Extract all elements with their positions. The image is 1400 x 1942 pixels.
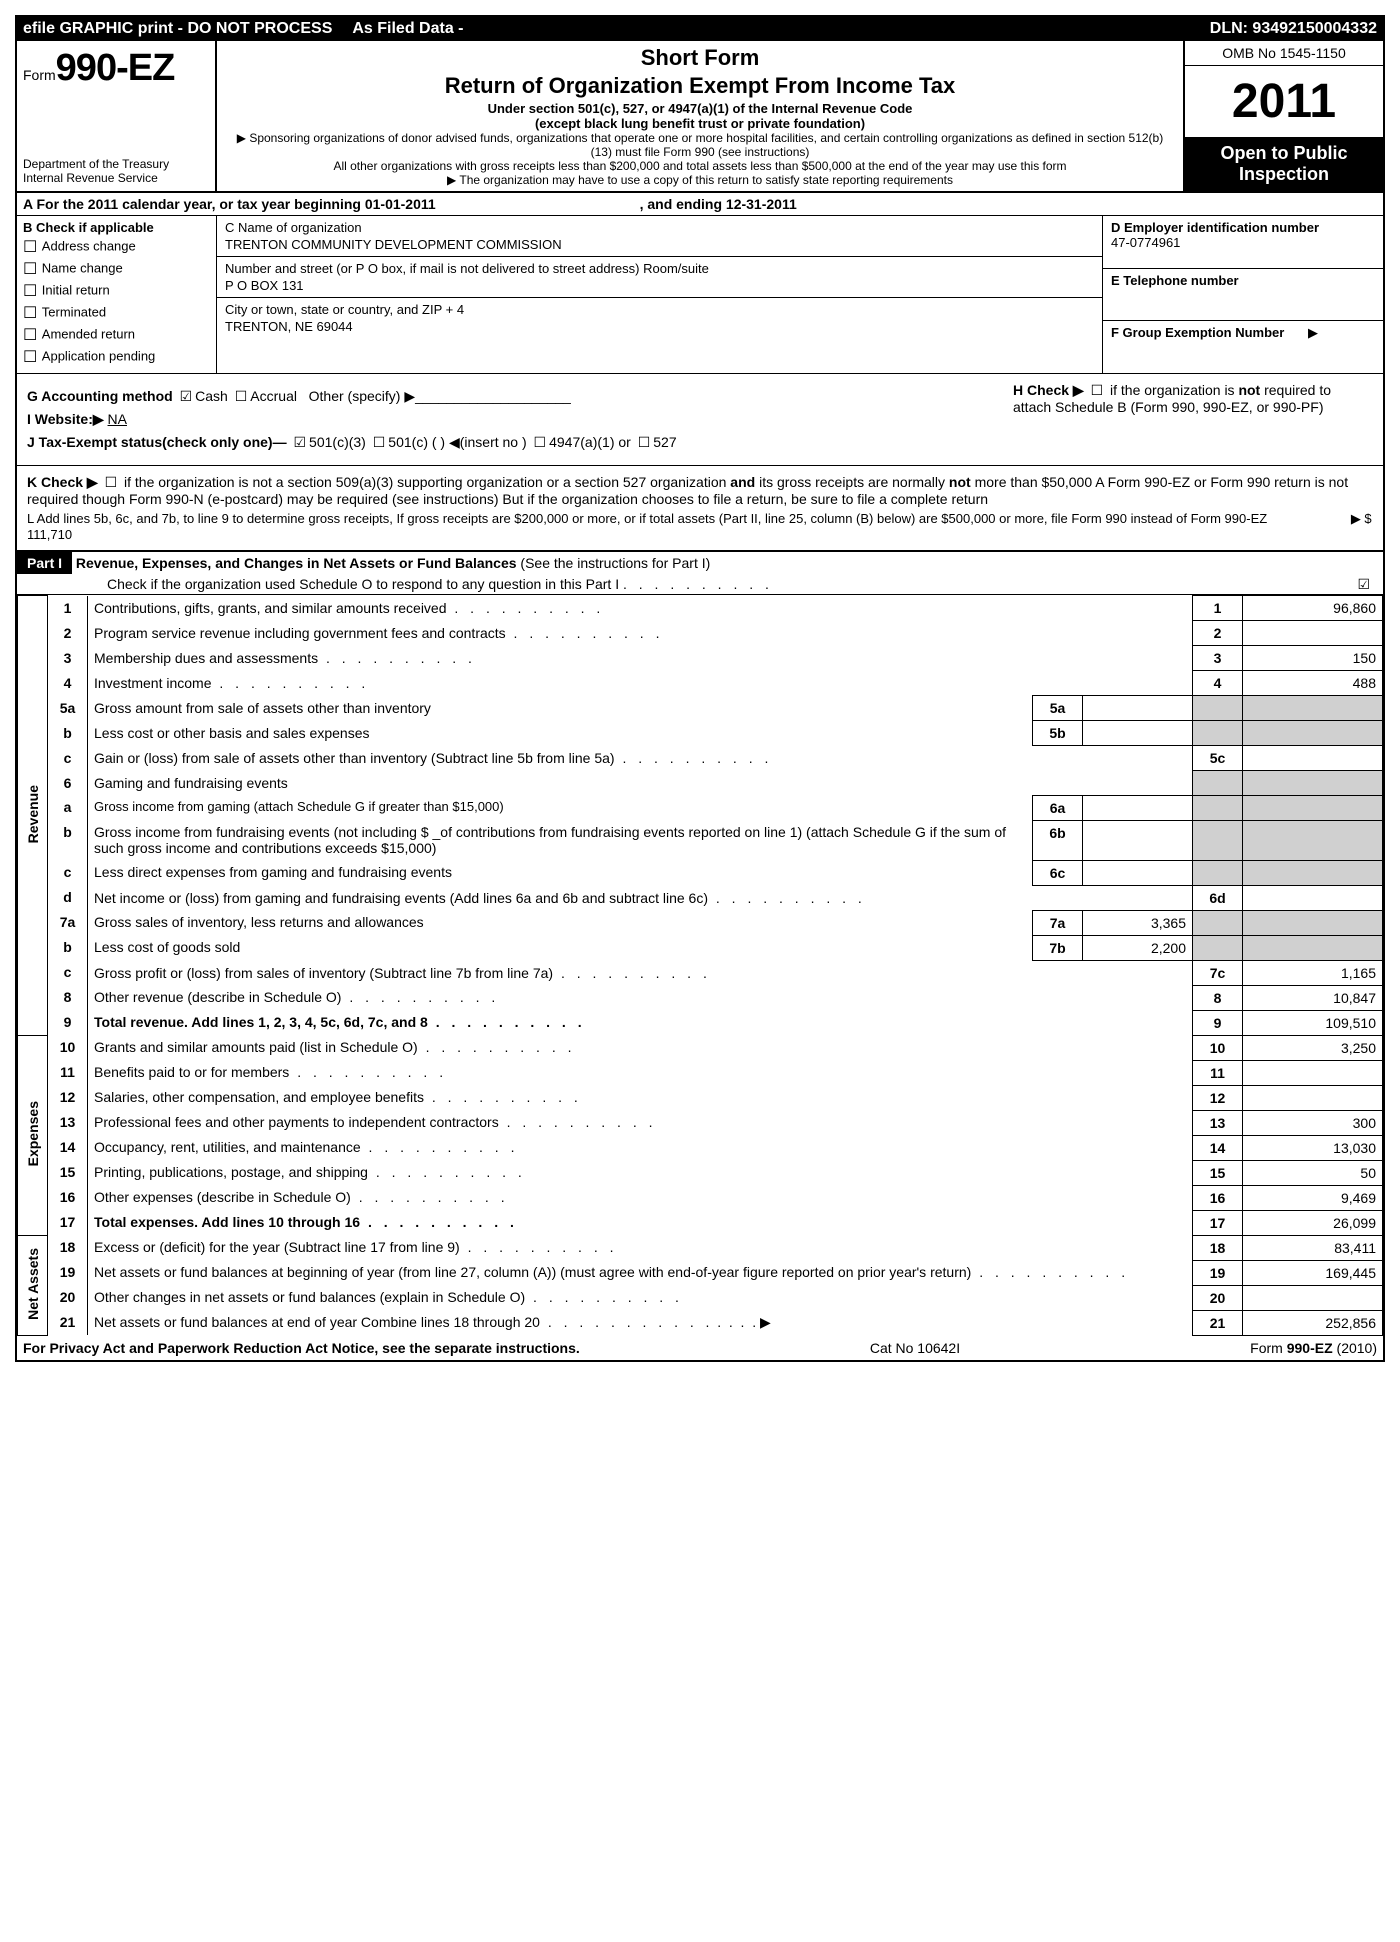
line-6d: dNet income or (loss) from gaming and fu… (18, 885, 1383, 910)
tax-year: 2011 (1185, 66, 1383, 137)
mid-block: G Accounting method Cash Accrual Other (… (17, 374, 1383, 466)
line-21: 21Net assets or fund balances at end of … (18, 1310, 1383, 1335)
line-18: Net Assets18Excess or (deficit) for the … (18, 1235, 1383, 1260)
checkbox-amended-return[interactable]: Amended return (23, 325, 210, 345)
line-6b: bGross income from fundraising events (n… (18, 820, 1383, 860)
line-8: 8Other revenue (describe in Schedule O)8… (18, 985, 1383, 1010)
website-value: NA (108, 411, 127, 427)
dln: DLN: 93492150004332 (1210, 20, 1377, 38)
group-exemption-block: F Group Exemption Number ▶ (1103, 321, 1383, 373)
line-5a: 5aGross amount from sale of assets other… (18, 696, 1383, 721)
form-number: Form990-EZ (23, 47, 209, 90)
line-1: Revenue1Contributions, gifts, grants, an… (18, 596, 1383, 621)
cat-no: Cat No 10642I (870, 1340, 960, 1356)
part-1-header: Part I Revenue, Expenses, and Changes in… (17, 551, 1383, 595)
org-name-block: C Name of organization TRENTON COMMUNITY… (217, 216, 1102, 257)
col-c-org-info: C Name of organization TRENTON COMMUNITY… (217, 216, 1103, 373)
accrual-checkbox[interactable] (232, 388, 251, 404)
efile-notice: efile GRAPHIC print - DO NOT PROCESS (23, 20, 332, 38)
note-2: All other organizations with gross recei… (227, 159, 1173, 173)
col-b-header: B Check if applicable (23, 220, 210, 235)
line-6a: aGross income from gaming (attach Schedu… (18, 795, 1383, 820)
form-990ez: efile GRAPHIC print - DO NOT PROCESS As … (15, 15, 1385, 1362)
4947-checkbox[interactable] (531, 434, 550, 450)
open-to-public: Open to Public Inspection (1185, 137, 1383, 191)
line-k: K Check ▶ if the organization is not a s… (27, 474, 1373, 507)
line-7b: bLess cost of goods sold7b2,200 (18, 935, 1383, 960)
line-19: 19Net assets or fund balances at beginni… (18, 1260, 1383, 1285)
line-10: Expenses10Grants and similar amounts pai… (18, 1035, 1383, 1060)
501c3-checkbox[interactable] (290, 434, 309, 450)
subtitle-1: Under section 501(c), 527, or 4947(a)(1)… (227, 101, 1173, 116)
header-right: OMB No 1545-1150 2011 Open to Public Ins… (1183, 41, 1383, 191)
short-form-label: Short Form (227, 45, 1173, 71)
line-j-tax-exempt: J Tax-Exempt status(check only one)— 501… (27, 434, 1373, 451)
line-11: 11Benefits paid to or for members11 (18, 1060, 1383, 1085)
line-17: 17Total expenses. Add lines 10 through 1… (18, 1210, 1383, 1235)
part-1-table: Revenue1Contributions, gifts, grants, an… (17, 595, 1383, 1336)
line-20: 20Other changes in net assets or fund ba… (18, 1285, 1383, 1310)
line-12: 12Salaries, other compensation, and empl… (18, 1085, 1383, 1110)
form-header: Form990-EZ Department of the Treasury In… (17, 41, 1383, 193)
schedule-b-checkbox[interactable] (1088, 382, 1107, 398)
part-1-label: Part I (17, 552, 72, 574)
schedule-o-checkbox[interactable] (1354, 576, 1373, 593)
line-l: L Add lines 5b, 6c, and 7b, to line 9 to… (27, 511, 1373, 542)
line-3: 3Membership dues and assessments3150 (18, 646, 1383, 671)
501c-checkbox[interactable] (370, 434, 389, 450)
cash-checkbox[interactable] (177, 388, 196, 404)
line-16: 16Other expenses (describe in Schedule O… (18, 1185, 1383, 1210)
checkbox-terminated[interactable]: Terminated (23, 303, 210, 323)
org-street: P O BOX 131 (225, 278, 1094, 293)
ein-value: 47-0774961 (1111, 235, 1375, 250)
org-street-block: Number and street (or P O box, if mail i… (217, 257, 1102, 298)
org-city: TRENTON, NE 69044 (225, 319, 1094, 334)
note-3: The organization may have to use a copy … (227, 173, 1173, 187)
line-7a: 7aGross sales of inventory, less returns… (18, 910, 1383, 935)
line-13: 13Professional fees and other payments t… (18, 1110, 1383, 1135)
checkbox-address-change[interactable]: Address change (23, 237, 210, 257)
subtitle-2: (except black lung benefit trust or priv… (227, 116, 1173, 131)
part-1-check: Check if the organization used Schedule … (17, 574, 1383, 594)
527-checkbox[interactable] (635, 434, 654, 450)
ein-block: D Employer identification number 47-0774… (1103, 216, 1383, 269)
form-ref: Form 990-EZ (2010) (1250, 1340, 1377, 1356)
omb-number: OMB No 1545-1150 (1185, 41, 1383, 66)
line-h-schedule-b: H Check ▶ if the organization is not req… (1013, 382, 1373, 415)
section-label: Revenue (18, 596, 48, 1036)
col-d-ids: D Employer identification number 47-0774… (1103, 216, 1383, 373)
checkbox-application-pending[interactable]: Application pending (23, 347, 210, 367)
section-label: Expenses (18, 1035, 48, 1235)
line-5c: cGain or (loss) from sale of assets othe… (18, 746, 1383, 771)
top-bar: efile GRAPHIC print - DO NOT PROCESS As … (17, 17, 1383, 41)
header-left: Form990-EZ Department of the Treasury In… (17, 41, 217, 191)
as-filed: As Filed Data - (332, 20, 463, 38)
line-6c: cLess direct expenses from gaming and fu… (18, 860, 1383, 885)
org-name: TRENTON COMMUNITY DEVELOPMENT COMMISSION (225, 237, 1094, 252)
k-l-block: K Check ▶ if the organization is not a s… (17, 466, 1383, 551)
k-checkbox[interactable] (102, 474, 121, 490)
section-label: Net Assets (18, 1235, 48, 1335)
row-a-tax-year: A For the 2011 calendar year, or tax yea… (17, 193, 1383, 216)
line-6: 6Gaming and fundraising events (18, 771, 1383, 796)
checkbox-name-change[interactable]: Name change (23, 259, 210, 279)
line-15: 15Printing, publications, postage, and s… (18, 1160, 1383, 1185)
footer: For Privacy Act and Paperwork Reduction … (17, 1336, 1383, 1360)
line-14: 14Occupancy, rent, utilities, and mainte… (18, 1135, 1383, 1160)
telephone-block: E Telephone number (1103, 269, 1383, 322)
col-b-checkboxes: B Check if applicable Address changeName… (17, 216, 217, 373)
org-city-block: City or town, state or country, and ZIP … (217, 298, 1102, 373)
line-4: 4Investment income4488 (18, 671, 1383, 696)
line-7c: cGross profit or (loss) from sales of in… (18, 960, 1383, 985)
entity-info-row: B Check if applicable Address changeName… (17, 216, 1383, 374)
header-center: Short Form Return of Organization Exempt… (217, 41, 1183, 191)
checkbox-initial-return[interactable]: Initial return (23, 281, 210, 301)
line-2: 2Program service revenue including gover… (18, 621, 1383, 646)
form-title: Return of Organization Exempt From Incom… (227, 73, 1173, 99)
note-1: Sponsoring organizations of donor advise… (227, 131, 1173, 159)
line-5b: bLess cost or other basis and sales expe… (18, 721, 1383, 746)
privacy-notice: For Privacy Act and Paperwork Reduction … (23, 1340, 580, 1356)
dept-treasury: Department of the Treasury Internal Reve… (23, 157, 209, 185)
line-9: 9Total revenue. Add lines 1, 2, 3, 4, 5c… (18, 1010, 1383, 1035)
